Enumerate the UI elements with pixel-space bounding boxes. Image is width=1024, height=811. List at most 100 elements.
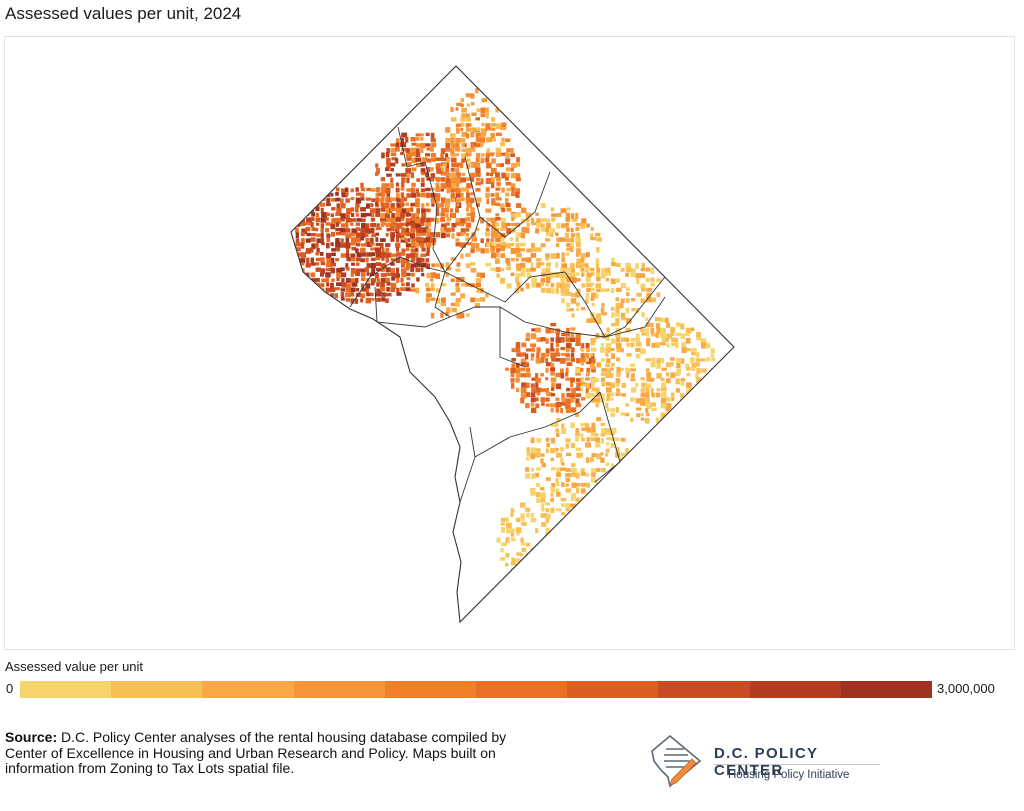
parcel-cell	[615, 323, 619, 327]
parcel-cell	[620, 437, 626, 442]
parcel-cell	[576, 487, 580, 494]
parcel-cell	[396, 237, 400, 243]
parcel-cell	[490, 167, 497, 174]
parcel-cell	[591, 398, 596, 403]
parcel-cell	[640, 413, 644, 417]
parcel-cell	[635, 347, 641, 352]
source-text: D.C. Policy Center analyses of the renta…	[5, 729, 507, 776]
parcel-cell	[490, 267, 496, 272]
parcel-cell	[356, 262, 360, 266]
parcel-cell	[505, 562, 509, 567]
parcel-cell	[450, 302, 456, 307]
parcel-cell	[435, 298, 441, 304]
parcel-cell	[316, 247, 320, 253]
parcel-cell	[540, 203, 546, 208]
parcel-cell	[406, 177, 410, 184]
parcel-cell	[466, 202, 473, 208]
parcel-cell	[660, 387, 667, 392]
legend-swatch	[20, 681, 112, 698]
parcel-cell	[540, 567, 546, 572]
parcel-cell	[385, 277, 390, 283]
parcel-cell	[295, 262, 300, 268]
parcel-cell	[446, 217, 452, 222]
parcel-cell	[365, 288, 369, 294]
parcel-cell	[420, 147, 424, 153]
parcel-cell	[705, 392, 709, 398]
parcel-cell	[306, 257, 310, 264]
parcel-cell	[350, 222, 354, 226]
parcel-cell	[580, 452, 584, 458]
parcel-cell	[531, 247, 538, 252]
ward-boundary-line	[499, 307, 526, 368]
parcel-cell	[360, 272, 366, 277]
parcel-cell	[366, 272, 370, 276]
parcel-cell	[626, 462, 630, 468]
parcel-cell	[395, 147, 400, 152]
parcel-cell	[416, 178, 421, 182]
parcel-cell	[606, 442, 610, 446]
parcel-cell	[550, 487, 555, 493]
parcel-cell	[376, 192, 383, 197]
parcel-cell	[401, 197, 408, 202]
parcel-cell	[405, 168, 412, 174]
parcel-cell	[510, 237, 513, 242]
parcel-cell	[561, 482, 565, 487]
parcel-cell	[535, 528, 539, 534]
parcel-cell	[575, 337, 581, 344]
parcel-cell	[696, 387, 701, 393]
parcel-cell	[370, 217, 375, 222]
parcel-cell	[320, 262, 326, 266]
parcel-cell	[541, 287, 546, 293]
parcel-cell	[505, 552, 510, 558]
parcel-cell	[441, 207, 447, 213]
parcel-cell	[680, 378, 686, 382]
parcel-cell	[576, 242, 581, 248]
parcel-cell	[530, 262, 534, 268]
parcel-cell	[505, 182, 512, 186]
parcel-cell	[531, 552, 536, 557]
parcel-cell	[600, 343, 604, 347]
parcel-cell	[366, 187, 371, 191]
parcel-cell	[556, 482, 560, 486]
parcel-cell	[446, 157, 450, 163]
parcel-cell	[446, 187, 452, 193]
parcel-cell	[396, 228, 400, 232]
parcel-cell	[480, 113, 486, 117]
parcel-cell	[470, 248, 475, 254]
parcel-cell	[570, 232, 576, 237]
parcel-cell	[456, 312, 463, 319]
ward-boundary-line	[397, 126, 451, 318]
parcel-cell	[495, 108, 499, 113]
parcel-cell	[391, 277, 396, 281]
parcel-cell	[340, 288, 345, 292]
parcel-cell	[535, 247, 542, 252]
parcel-cell	[376, 267, 381, 272]
parcel-cell	[555, 342, 559, 348]
parcel-cell	[591, 358, 596, 364]
parcel-cell	[555, 383, 562, 390]
parcel-cell	[536, 563, 541, 569]
parcel-cell	[510, 537, 516, 542]
parcel-cell	[570, 393, 576, 399]
parcel-cell	[596, 417, 602, 422]
parcel-cell	[516, 352, 523, 357]
parcel-cell	[510, 512, 514, 517]
parcel-cell	[515, 177, 521, 182]
parcel-cell	[555, 533, 560, 539]
parcel-cell	[435, 273, 440, 280]
parcel-cell	[355, 298, 359, 304]
parcel-cell	[366, 203, 370, 209]
parcel-cell	[420, 237, 425, 242]
ward-boundary-line	[564, 271, 606, 338]
parcel-cell	[555, 372, 561, 378]
parcel-cell	[570, 213, 575, 219]
parcel-cell	[356, 252, 362, 258]
parcel-cell	[545, 403, 550, 407]
parcel-cell	[510, 532, 515, 537]
parcel-cell	[550, 328, 555, 334]
parcel-cell	[595, 378, 600, 382]
parcel-cell	[580, 433, 584, 439]
parcel-cell	[500, 242, 506, 246]
parcel-cell	[480, 107, 486, 114]
parcel-cell	[510, 377, 515, 383]
